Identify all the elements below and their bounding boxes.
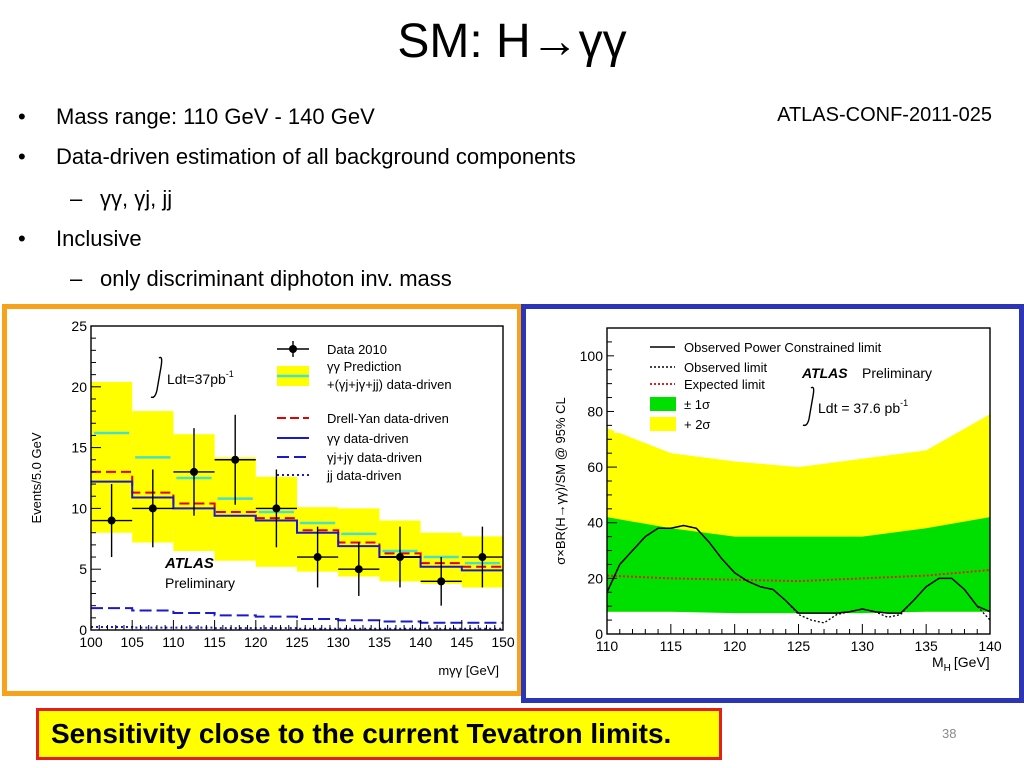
lumi-annotation: Ldt = 37.6 pb-1 xyxy=(818,398,908,416)
x-tick-label: 110 xyxy=(162,634,185,650)
x-tick-label: 150 xyxy=(491,634,515,650)
right-plot-frame xyxy=(521,304,1024,703)
legend: Data 2010 γγ Prediction +(γj+jγ+jj) data… xyxy=(277,341,452,483)
legend: Observed Power Constrained limit Observe… xyxy=(614,329,914,433)
legend-label-gj: γj+jγ data-driven xyxy=(327,450,422,465)
x-tick-label: 130 xyxy=(851,638,875,654)
x-tick-label: 125 xyxy=(787,638,811,654)
x-tick-label: 125 xyxy=(285,634,309,650)
x-tick-label: 120 xyxy=(244,634,268,650)
reference-label: ATLAS-CONF-2011-025 xyxy=(777,104,992,126)
integral-icon xyxy=(802,386,815,427)
legend-label-jj: jj data-driven xyxy=(326,468,401,483)
atlas-label: ATLAS xyxy=(164,555,214,572)
x-tick-label: 140 xyxy=(978,638,1002,654)
x-tick-label: 135 xyxy=(368,634,392,650)
y-tick-label: 20 xyxy=(587,570,603,586)
bullet-text: Mass range: 110 GeV - 140 GeV xyxy=(56,104,375,129)
bullet-marker: • xyxy=(18,144,26,169)
preliminary-label: Preliminary xyxy=(862,365,932,381)
atlas-label: ATLAS xyxy=(801,365,848,381)
legend-label-gg: γγ data-driven xyxy=(327,431,409,446)
bullet-marker: • xyxy=(18,104,26,129)
legend-2sigma-swatch xyxy=(650,417,676,431)
x-tick-label: 135 xyxy=(914,638,938,654)
legend-label-prediction-2: +(γj+jγ+jj) data-driven xyxy=(327,377,452,392)
legend-label-expected: Expected limit xyxy=(684,377,765,392)
data-point xyxy=(231,455,240,464)
y-tick-label: 5 xyxy=(79,561,87,577)
legend-label-prediction: γγ Prediction xyxy=(327,359,401,374)
legend-label-2sigma: + 2σ xyxy=(684,417,710,432)
bullet-text: Data-driven estimation of all background… xyxy=(56,144,576,169)
y-axis-label: σ×BR(H→γγ)/SM @ 95% CL xyxy=(553,397,568,565)
integral-icon xyxy=(150,356,163,399)
data-point xyxy=(437,577,446,586)
data-point xyxy=(148,504,157,513)
bullet-text: Inclusive xyxy=(56,226,142,251)
preliminary-label: Preliminary xyxy=(165,575,235,591)
pcl-limit-line xyxy=(606,524,991,614)
y-axis-label: Events/5.0 GeV xyxy=(29,432,44,523)
x-tick-label: 145 xyxy=(450,634,474,650)
data-point xyxy=(272,504,281,513)
x-tick-label: 110 xyxy=(596,638,619,654)
x-tick-label: 120 xyxy=(723,638,747,654)
y-tick-label: 10 xyxy=(71,500,87,516)
diphoton-mass-plot: 100 105 110 115 120 125 130 135 140 145 150 0 5 10 15 2… xyxy=(29,318,515,678)
y-tick-label: 0 xyxy=(79,622,87,638)
one-sigma-band xyxy=(607,517,990,614)
lumi-annotation: Ldt=37pb-1 xyxy=(167,369,234,387)
sub-bullet-marker: – xyxy=(70,266,83,291)
x-axis-label: MH [GeV] xyxy=(932,654,990,674)
jj-hist xyxy=(91,625,503,630)
sub-bullet-marker: – xyxy=(70,186,83,211)
data-point xyxy=(478,553,487,562)
conclusion-highlight: Sensitivity close to the current Tevatro… xyxy=(36,708,722,760)
legend-label-pcl: Observed Power Constrained limit xyxy=(684,340,882,355)
sub-bullet-text: only discriminant diphoton inv. mass xyxy=(100,266,452,291)
y-tick-label: 40 xyxy=(587,515,603,531)
y-tick-label: 60 xyxy=(587,459,603,475)
legend-label-1sigma: ± 1σ xyxy=(684,397,710,412)
data-point xyxy=(190,467,198,476)
sub-bullet-text: γγ, γj, jj xyxy=(100,186,173,211)
y-tick-label: 80 xyxy=(587,403,603,419)
legend-label-data: Data 2010 xyxy=(327,342,387,357)
data-point xyxy=(107,516,116,525)
data-point xyxy=(396,553,404,562)
x-tick-label: 115 xyxy=(203,634,226,650)
legend-label-observed: Observed limit xyxy=(684,360,767,375)
y-tick-label: 15 xyxy=(71,440,87,456)
x-tick-label: 130 xyxy=(327,634,351,650)
y-tick-label: 20 xyxy=(71,379,87,395)
slide-title: SM: H→γγ xyxy=(397,15,627,68)
x-tick-label: 100 xyxy=(79,634,103,650)
x-tick-label: 105 xyxy=(121,634,145,650)
y-tick-label: 25 xyxy=(71,318,87,334)
bullet-marker: • xyxy=(18,226,26,251)
x-tick-label: 115 xyxy=(660,638,683,654)
legend-label-dy: Drell-Yan data-driven xyxy=(327,411,449,426)
data-point xyxy=(313,553,322,562)
cross-section-limit-plot: 110 115 120 125 130 135 140 0 20 40 60 80 100 σ×BR(H… xyxy=(553,327,1002,674)
legend-data-marker xyxy=(289,345,297,353)
legend-1sigma-swatch xyxy=(650,397,676,411)
data-point xyxy=(354,565,363,574)
y-tick-label: 100 xyxy=(580,348,604,364)
x-axis-label: mγγ [GeV] xyxy=(438,663,499,678)
page-number: 38 xyxy=(942,726,957,741)
left-plot-frame xyxy=(2,304,522,696)
y-tick-label: 0 xyxy=(595,626,603,642)
x-tick-label: 140 xyxy=(409,634,433,650)
gg-hist xyxy=(91,480,503,572)
